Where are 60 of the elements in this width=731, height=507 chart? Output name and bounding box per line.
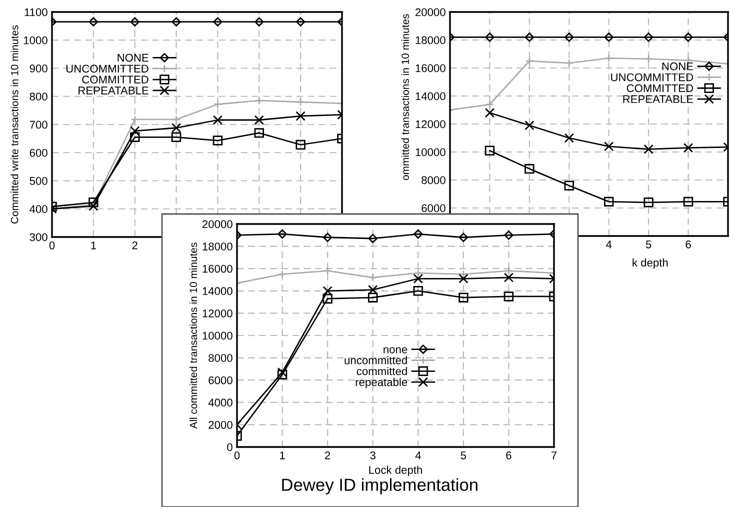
x-tick-label: 7 xyxy=(551,452,557,460)
y-tick-label: 300 xyxy=(30,233,48,242)
y-tick-label: 400 xyxy=(30,205,48,214)
y-tick-label: 8000 xyxy=(208,354,232,362)
x-tick-label: 3 xyxy=(370,451,376,460)
legend-label: COMMITTED xyxy=(626,84,694,92)
legend-label: COMMITTED xyxy=(82,76,148,84)
y-tick-label: 20000 xyxy=(416,8,446,16)
x-tick-label: 5 xyxy=(646,240,652,248)
y-tick-label: 14000 xyxy=(202,287,232,296)
y-tick-label: 0 xyxy=(227,443,232,452)
y-tick-label: 700 xyxy=(30,120,48,129)
x-axis-title: k depth xyxy=(632,258,668,269)
x-tick-label: 6 xyxy=(686,240,691,248)
y-tick-label: 4000 xyxy=(208,398,232,407)
legend-label: repeatable xyxy=(356,378,408,388)
y-tick-label: 1100 xyxy=(24,8,48,16)
x-tick-label: 5 xyxy=(460,452,466,460)
legend-label: UNCOMMITTED xyxy=(66,64,148,73)
y-tick-label: 2000 xyxy=(208,420,232,429)
legend-label: committed xyxy=(356,367,407,376)
y-tick-label: 800 xyxy=(30,92,48,101)
y-tick-label: 16000 xyxy=(202,264,232,273)
y-tick-label: 18000 xyxy=(202,242,232,250)
y-axis-title: ommitted transactions in 10 minutes xyxy=(401,14,410,180)
legend-label: uncommitted xyxy=(344,356,407,364)
y-tick-label: 20000 xyxy=(202,220,232,228)
legend-label: NONE xyxy=(662,62,694,70)
x-tick-label: 2 xyxy=(132,241,138,250)
x-tick-label: 6 xyxy=(506,451,512,460)
y-tick-label: 8000 xyxy=(422,176,446,184)
y-tick-label: 500 xyxy=(30,177,48,185)
y-tick-label: 14000 xyxy=(416,92,446,100)
y-tick-label: 6000 xyxy=(208,376,232,384)
legend-label: NONE xyxy=(118,54,148,62)
x-tick-label: 4 xyxy=(415,452,421,460)
legend-label: REPEATABLE xyxy=(623,95,694,103)
legend-label: UNCOMMITTED xyxy=(611,73,694,82)
x-tick-label: 2 xyxy=(325,451,330,460)
y-tick-label: 18000 xyxy=(416,36,446,44)
y-tick-label: 16000 xyxy=(416,64,446,72)
x-tick-label: 4 xyxy=(606,240,612,248)
x-tick-label: 1 xyxy=(280,452,285,460)
x-axis-title: Lock depth xyxy=(369,466,422,476)
y-tick-label: 600 xyxy=(30,148,48,157)
y-tick-label: 12000 xyxy=(202,309,232,318)
y-tick-label: 12000 xyxy=(416,120,446,128)
x-tick-label: 0 xyxy=(234,451,240,460)
x-tick-label: 1 xyxy=(91,242,96,250)
y-tick-label: 900 xyxy=(30,64,48,72)
y-axis-title: All committed transactions in 10 minutes xyxy=(189,242,198,429)
y-tick-label: 10000 xyxy=(202,332,232,340)
legend-label: none xyxy=(384,347,408,354)
legend-label: REPEATABLE xyxy=(78,86,148,94)
y-axis-title: Committed write transactions in 10 minutes xyxy=(10,25,18,224)
y-tick-label: 10000 xyxy=(416,148,446,156)
y-tick-label: 6000 xyxy=(422,204,446,212)
text: Dewey ID implementation xyxy=(282,478,478,494)
x-tick-label: 0 xyxy=(49,241,55,250)
y-tick-label: 1000 xyxy=(24,36,48,44)
